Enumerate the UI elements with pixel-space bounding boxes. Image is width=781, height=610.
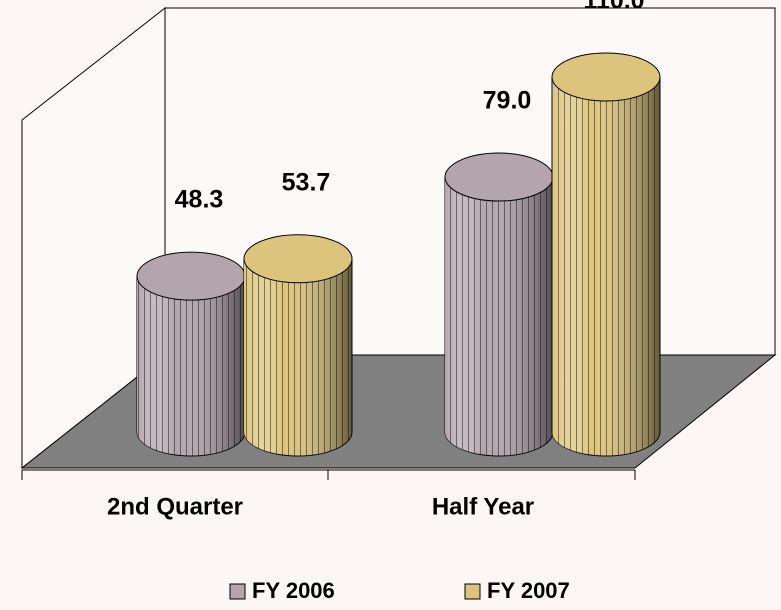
legend-swatch bbox=[464, 583, 481, 600]
x-tick-label: 2nd Quarter bbox=[107, 493, 243, 520]
bar-stripes bbox=[552, 77, 660, 456]
legend-label: FY 2006 bbox=[252, 578, 335, 603]
bar-stripes bbox=[137, 276, 245, 456]
bar-stripes bbox=[445, 177, 553, 456]
bar-stripes bbox=[244, 258, 352, 456]
value-label: 110.0 bbox=[583, 0, 644, 15]
bar-top bbox=[136, 251, 246, 301]
bar-top bbox=[444, 152, 554, 202]
legend-label: FY 2007 bbox=[487, 578, 570, 603]
value-label: 79.0 bbox=[483, 87, 532, 115]
bar-top bbox=[243, 234, 353, 284]
x-tick-label: Half Year bbox=[432, 493, 534, 520]
value-label: 48.3 bbox=[175, 186, 224, 214]
value-label: 53.7 bbox=[282, 168, 331, 196]
bar-top bbox=[551, 52, 661, 102]
legend-swatch bbox=[229, 583, 246, 600]
